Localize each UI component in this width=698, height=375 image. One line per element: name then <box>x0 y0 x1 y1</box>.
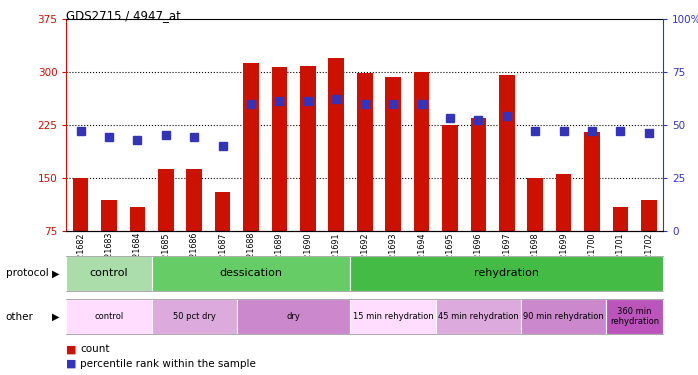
Bar <box>73 178 89 231</box>
Bar <box>641 200 657 231</box>
Bar <box>158 169 174 231</box>
Text: 45 min rehydration: 45 min rehydration <box>438 312 519 321</box>
Bar <box>101 200 117 231</box>
Text: 90 min rehydration: 90 min rehydration <box>524 312 604 321</box>
Bar <box>272 67 288 231</box>
Text: 15 min rehydration: 15 min rehydration <box>352 312 433 321</box>
Bar <box>215 192 230 231</box>
Text: dry: dry <box>287 312 301 321</box>
Bar <box>186 169 202 231</box>
Bar <box>385 77 401 231</box>
Bar <box>470 118 487 231</box>
Text: protocol: protocol <box>6 268 48 278</box>
Text: rehydration: rehydration <box>475 268 540 278</box>
Text: ■: ■ <box>66 359 77 369</box>
Bar <box>300 66 315 231</box>
Bar <box>442 124 458 231</box>
Bar <box>243 63 259 231</box>
Text: control: control <box>89 268 128 278</box>
Bar <box>499 75 514 231</box>
Text: dessication: dessication <box>220 268 283 278</box>
Bar <box>584 132 600 231</box>
Text: ▶: ▶ <box>52 268 60 278</box>
Bar <box>556 174 572 231</box>
Bar <box>613 207 628 231</box>
Bar <box>329 58 344 231</box>
Text: count: count <box>80 345 110 354</box>
Text: 50 pct dry: 50 pct dry <box>173 312 216 321</box>
Text: GDS2715 / 4947_at: GDS2715 / 4947_at <box>66 9 181 22</box>
Bar <box>357 73 373 231</box>
Bar <box>414 72 429 231</box>
Bar <box>528 178 543 231</box>
Text: control: control <box>94 312 124 321</box>
Text: other: other <box>6 312 34 321</box>
Text: percentile rank within the sample: percentile rank within the sample <box>80 359 256 369</box>
Bar <box>130 207 145 231</box>
Text: ▶: ▶ <box>52 312 60 321</box>
Text: 360 min
rehydration: 360 min rehydration <box>610 307 659 326</box>
Text: ■: ■ <box>66 345 77 354</box>
